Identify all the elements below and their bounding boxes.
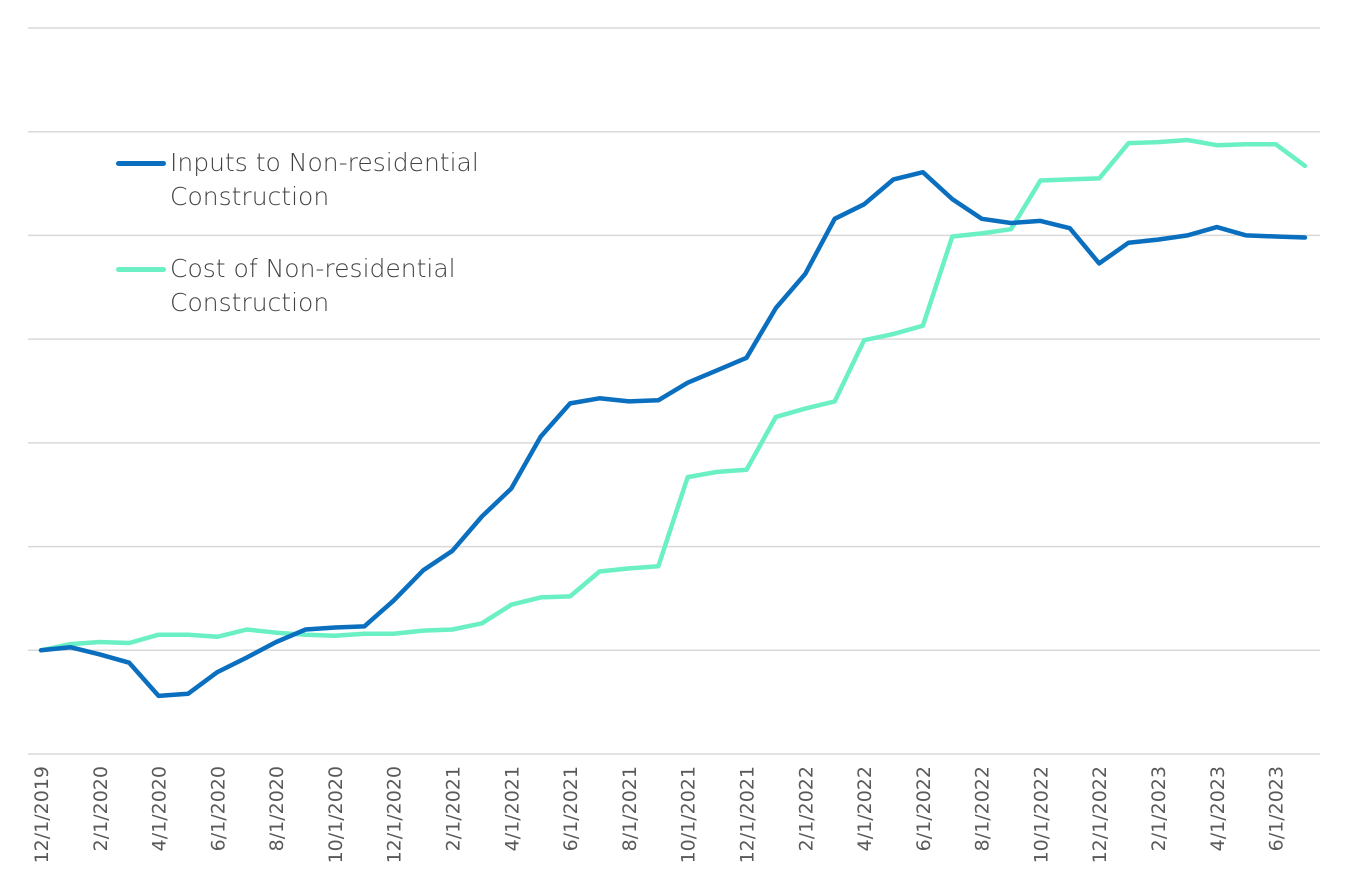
x-tick-label: 8/1/2021 bbox=[619, 766, 641, 851]
x-tick-label: 4/1/2020 bbox=[149, 766, 171, 851]
x-tick-label: 12/1/2020 bbox=[384, 766, 406, 863]
x-tick-label: 2/1/2021 bbox=[443, 766, 465, 851]
legend-label-cost: Cost of Non-residential Construction bbox=[170, 254, 456, 317]
x-tick-label: 4/1/2021 bbox=[501, 766, 523, 851]
x-tick-label: 6/1/2023 bbox=[1266, 766, 1288, 851]
x-tick-label: 8/1/2020 bbox=[266, 766, 288, 851]
x-tick-label: 12/1/2019 bbox=[31, 766, 53, 863]
series-line-cost bbox=[38, 137, 1308, 653]
x-tick-label: 10/1/2022 bbox=[1030, 766, 1052, 863]
gridlines bbox=[28, 27, 1320, 755]
legend-swatch-cost bbox=[116, 267, 166, 272]
x-tick-label: 12/1/2021 bbox=[736, 766, 758, 863]
x-axis-tick-labels: 12/1/2019 2/1/2020 4/1/2020 6/1/2020 8/1/202… bbox=[31, 766, 1288, 863]
legend-swatch-inputs bbox=[116, 161, 166, 166]
x-tick-label: 12/1/2022 bbox=[1089, 766, 1111, 863]
x-tick-label: 10/1/2021 bbox=[678, 766, 700, 863]
x-tick-label: 2/1/2022 bbox=[795, 766, 817, 851]
series-line-inputs bbox=[38, 169, 1308, 699]
x-tick-label: 6/1/2020 bbox=[207, 766, 229, 851]
x-tick-label: 8/1/2022 bbox=[972, 766, 994, 851]
x-tick-label: 2/1/2020 bbox=[90, 766, 112, 851]
x-tick-label: 4/1/2022 bbox=[854, 766, 876, 851]
x-tick-label: 2/1/2023 bbox=[1148, 766, 1170, 851]
x-tick-label: 6/1/2022 bbox=[913, 766, 935, 851]
x-tick-label: 10/1/2020 bbox=[325, 766, 347, 863]
x-tick-label: 4/1/2023 bbox=[1207, 766, 1229, 851]
series-lines bbox=[38, 137, 1308, 699]
legend-label-inputs: Inputs to Non-residential Construction bbox=[170, 148, 479, 211]
x-tick-label: 6/1/2021 bbox=[560, 766, 582, 851]
